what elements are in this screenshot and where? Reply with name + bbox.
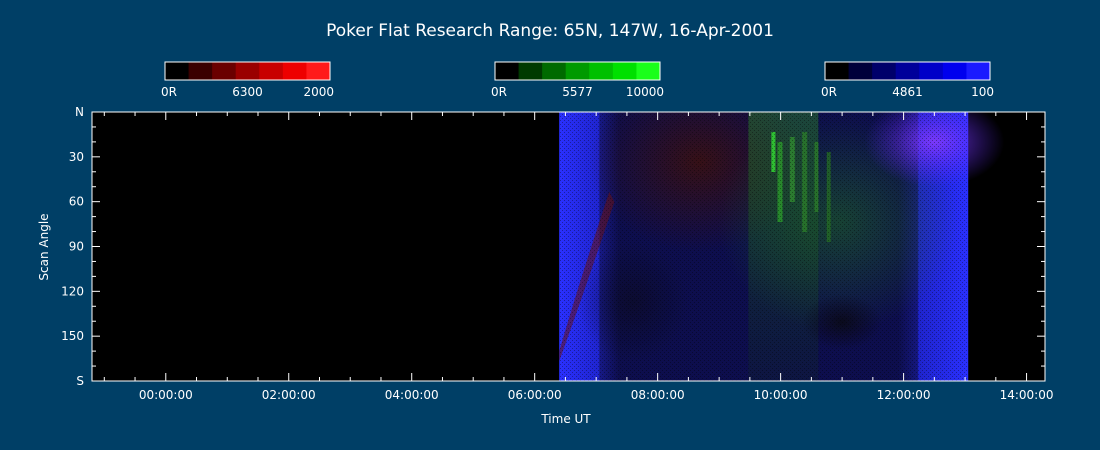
- colorbar-segment: [612, 62, 637, 80]
- chart-title: Poker Flat Research Range: 65N, 147W, 16…: [326, 21, 774, 41]
- colorbar-segment: [589, 62, 614, 80]
- colorbar-frame: [164, 61, 331, 81]
- colorbar-frame: [494, 61, 661, 81]
- colorbar-segment: [542, 62, 567, 80]
- x-tick-label: 14:00:00: [1000, 388, 1054, 402]
- colorbar-segment: [966, 62, 991, 80]
- colorbar-5577: 0R 5577 10000: [491, 61, 664, 99]
- colorbar-segment: [848, 62, 873, 80]
- x-tick-label: 12:00:00: [877, 388, 931, 402]
- colorbar-min-label: 0R: [821, 85, 837, 99]
- colorbar-segment: [165, 62, 190, 80]
- colorbar-segment: [235, 62, 260, 80]
- x-tick-label: 10:00:00: [754, 388, 808, 402]
- x-axis: 00:00:00 02:00:00 04:00:00 06:00:00 08:00:00…: [103, 112, 1054, 402]
- colorbar-segment: [565, 62, 590, 80]
- colorbar-wavelength-label: 6300: [232, 85, 263, 99]
- y-tick-label: 90: [69, 240, 84, 254]
- keogram-noise: [559, 112, 969, 381]
- colorbar-segment: [825, 62, 850, 80]
- colorbar-segment: [282, 62, 307, 80]
- keogram-image: [559, 112, 1005, 381]
- x-tick-label: 04:00:00: [385, 388, 439, 402]
- y-tick-label: N: [75, 105, 84, 119]
- y-axis-label: Scan Angle: [37, 213, 51, 280]
- colorbar-segment: [919, 62, 944, 80]
- colorbar-segment: [495, 62, 520, 80]
- colorbar-segment: [212, 62, 237, 80]
- colorbar-segment: [518, 62, 543, 80]
- colorbar-wavelength-label: 5577: [562, 85, 593, 99]
- colorbar-max-label: 10000: [626, 85, 664, 99]
- colorbar-min-label: 0R: [161, 85, 177, 99]
- colorbar-wavelength-label: 4861: [892, 85, 923, 99]
- colorbar-segment: [636, 62, 661, 80]
- colorbar-segment: [895, 62, 920, 80]
- colorbar-max-label: 100: [971, 85, 994, 99]
- y-tick-label: S: [76, 374, 84, 388]
- colorbar-min-label: 0R: [491, 85, 507, 99]
- y-axis: N 30 60 90 120 150 S: [61, 105, 1045, 388]
- colorbar-frame: [824, 61, 991, 81]
- x-tick-label: 06:00:00: [508, 388, 562, 402]
- x-tick-label: 02:00:00: [262, 388, 316, 402]
- y-tick-label: 150: [61, 329, 84, 343]
- x-tick-label: 00:00:00: [139, 388, 193, 402]
- colorbar-segment: [259, 62, 284, 80]
- colorbar-segment: [188, 62, 213, 80]
- y-tick-label: 60: [69, 195, 84, 209]
- colorbars: 0R 6300 2000 0R 5577 10000 0R 4861 100: [161, 61, 994, 99]
- x-axis-label: Time UT: [540, 412, 591, 426]
- colorbar-6300: 0R 6300 2000: [161, 61, 334, 99]
- y-tick-label: 30: [69, 150, 84, 164]
- colorbar-segment: [306, 62, 331, 80]
- x-tick-label: 08:00:00: [631, 388, 685, 402]
- colorbar-segment: [872, 62, 897, 80]
- y-tick-label: 120: [61, 284, 84, 298]
- colorbar-4861: 0R 4861 100: [821, 61, 994, 99]
- colorbar-max-label: 2000: [303, 85, 334, 99]
- colorbar-segment: [942, 62, 967, 80]
